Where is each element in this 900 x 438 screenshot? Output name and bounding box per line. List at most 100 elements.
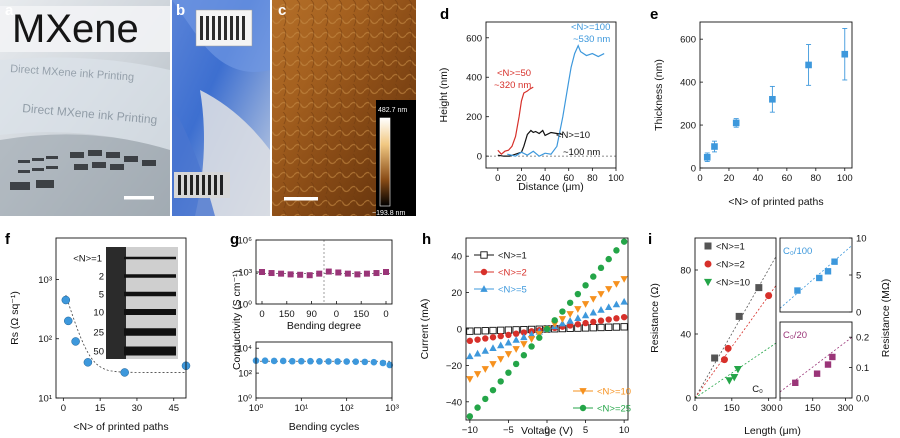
i-x-tick-label: 300 (761, 403, 777, 414)
i-rb-plot-frame (779, 321, 853, 399)
f-inset-label: 50 (93, 347, 104, 358)
h-legend-marker (579, 404, 587, 412)
i-rb-x-tick-label: 150 (805, 403, 821, 414)
i-rb-data-point (824, 361, 832, 368)
h-series-0-point (481, 327, 489, 335)
h-y-tick-label: −20 (446, 361, 462, 372)
h-series-0-point (605, 323, 613, 331)
i-rb-y-tick-label: 0.1 (856, 363, 869, 374)
g-bottom-x-axis-label: Bending cycles (289, 421, 360, 433)
f-x-tick-label: 0 (61, 403, 66, 414)
g-top-x-tick-label: 0 (334, 309, 339, 320)
g-bottom-data-point (361, 358, 369, 366)
h-series-4-point (536, 334, 543, 341)
e-x-tick-label: 0 (697, 173, 702, 184)
f-inset-label: 5 (99, 290, 104, 301)
d-x-tick-label: 100 (608, 173, 624, 184)
h-series-3-point (605, 286, 613, 293)
h-series-2-point (512, 336, 520, 343)
h-series-4-point (574, 290, 582, 298)
h-series-4-point (497, 378, 504, 385)
afm-scale-min: −193.8 nm (372, 210, 405, 217)
e-x-axis-label: <N> of printed paths (728, 196, 823, 208)
f-fit-curve (65, 294, 187, 373)
h-series-3-point (597, 291, 605, 298)
f-x-tick-label: 45 (168, 403, 179, 414)
g-top-x-axis-label: Bending degree (287, 320, 361, 332)
panel-letter-a: a (5, 2, 14, 19)
panel-letter-c: c (278, 2, 286, 19)
h-legend-label: <N>=25 (597, 404, 631, 415)
i-legend-marker (704, 260, 712, 268)
g-top-x-tick-label: 150 (279, 309, 295, 320)
f-inset-stripe (124, 291, 176, 297)
g-top-data-point (325, 268, 332, 275)
h-y-tick-label: 40 (451, 252, 462, 263)
f-inset-label: 2 (99, 272, 104, 283)
g-bottom-y-tick-label: 10² (238, 369, 252, 380)
h-series-1-point (590, 318, 597, 326)
h-x-tick-label: −5 (503, 425, 514, 436)
h-series-1-point (582, 319, 589, 327)
g-top-data-point (344, 270, 351, 277)
h-series-4-point (482, 395, 489, 403)
h-series-2-point (589, 308, 597, 316)
i-series-2-fit-line (694, 342, 777, 399)
h-series-3-point (481, 366, 489, 373)
h-series-2-point (597, 306, 605, 313)
panel-letter-d: d (440, 6, 449, 23)
h-series-1-point (512, 330, 520, 337)
f-inset-label: 25 (93, 328, 104, 339)
d-legend-n10: <N>=10 (556, 130, 590, 141)
h-series-0-point (497, 326, 505, 334)
h-series-1-point (613, 315, 620, 322)
h-series-1-point (620, 313, 628, 321)
h-series-2-point (620, 297, 628, 305)
i-y-tick-label: 0 (686, 394, 691, 405)
g-bottom-plot-frame (255, 341, 393, 399)
g-top-x-tick-label: 0 (259, 309, 264, 320)
i-rt-y-tick-label: 0 (856, 308, 861, 319)
i-series-1-point (720, 356, 728, 364)
i-series-0-point (735, 312, 743, 320)
i-y-tick-label: 40 (680, 330, 691, 341)
g-top-data-point (297, 271, 304, 278)
h-series-1-point (474, 336, 481, 343)
h-series-2-point (489, 344, 497, 351)
h-series-1-point (605, 316, 612, 323)
h-series-2-point (466, 352, 474, 360)
e-y-tick-label: 200 (680, 121, 696, 132)
h-legend-marker (480, 285, 488, 292)
f-data-point (120, 368, 129, 377)
f-inset-label: 10 (93, 308, 104, 319)
i-legend-marker (704, 242, 712, 250)
g-bottom-data-point (288, 357, 296, 365)
g-top-data-point (335, 269, 342, 276)
h-legend-label: <N>=10 (597, 387, 631, 398)
h-series-3-point (497, 356, 505, 363)
f-inset-backing (106, 247, 126, 359)
d-y-tick-label: 200 (466, 112, 482, 123)
scale-bar (124, 196, 154, 200)
g-top-data-point (363, 270, 370, 277)
e-data-point (841, 50, 849, 58)
h-series-2-point (473, 349, 482, 357)
panel-letter-f: f (5, 231, 11, 248)
e-x-tick-label: 20 (724, 173, 735, 184)
h-series-4-point (559, 308, 566, 315)
h-series-3-point (466, 376, 474, 383)
g-top-x-tick-label: 90 (306, 309, 317, 320)
h-series-4-point (505, 369, 512, 376)
e-y-tick-label: 0 (691, 164, 696, 175)
h-series-1-point (566, 322, 574, 329)
h-x-tick-label: 5 (583, 425, 588, 436)
i-series-2-point (733, 366, 742, 374)
h-series-0-point (589, 324, 597, 332)
d-x-tick-label: 60 (563, 173, 574, 184)
e-data-point (805, 61, 812, 69)
h-series-3-point (527, 336, 536, 343)
h-series-3-point (504, 351, 513, 358)
h-x-tick-label: 10 (619, 425, 630, 436)
g-bottom-data-point (261, 357, 269, 364)
